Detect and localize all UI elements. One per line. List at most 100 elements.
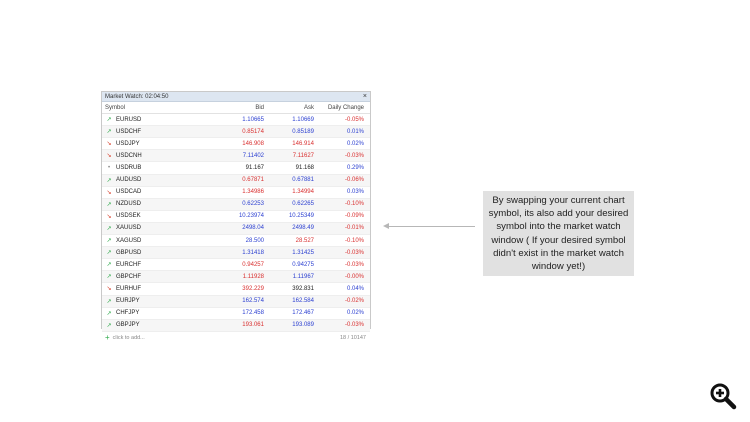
- symbol-row-xagusd[interactable]: ↗ XAGUSD 28.500 28.527 -0.10%: [102, 235, 370, 248]
- symbol-name: EURHUF: [116, 285, 141, 292]
- symbol-name: USDCHF: [116, 128, 141, 135]
- market-watch-title: Market Watch: 02:04:50: [105, 93, 169, 100]
- bid-value: 2498.04: [242, 225, 264, 232]
- column-daily-change[interactable]: Daily Change: [327, 104, 364, 111]
- arrow-up-icon: ↗: [106, 310, 112, 317]
- symbol-row-gbpchf[interactable]: ↗ GBPCHF 1.11928 1.11967 -0.00%: [102, 271, 370, 284]
- arrow-up-icon: ↗: [106, 225, 112, 232]
- arrow-up-icon: ↗: [106, 298, 112, 305]
- ask-value: 1.11967: [292, 273, 314, 280]
- callout-note: By swapping your current chart symbol, i…: [483, 191, 634, 276]
- bid-value: 1.34986: [242, 189, 264, 196]
- symbol-row-usdchf[interactable]: ↗ USDCHF 0.85174 0.85189 0.01%: [102, 126, 370, 139]
- arrow-down-icon: ↘: [106, 189, 112, 196]
- bid-value: 1.31418: [242, 249, 264, 256]
- arrow-up-icon: ↗: [106, 238, 112, 245]
- arrow-up-icon: ↗: [106, 274, 112, 281]
- close-icon[interactable]: ×: [362, 93, 367, 100]
- symbol-name: XAUUSD: [116, 225, 142, 232]
- symbol-row-xauusd[interactable]: ↗ XAUUSD 2498.04 2498.49 -0.01%: [102, 222, 370, 236]
- symbol-name: EURUSD: [116, 116, 142, 123]
- daily-change-value: 0.02%: [346, 140, 364, 147]
- column-bid[interactable]: Bid: [255, 104, 264, 111]
- bid-value: 91.167: [245, 165, 264, 172]
- arrow-up-icon: ↗: [106, 262, 112, 269]
- symbol-name: GBPJPY: [116, 322, 140, 329]
- arrow-up-icon: ↗: [106, 322, 112, 329]
- symbol-row-usdcnh[interactable]: ↘ USDCNH 7.11402 7.11627 -0.03%: [102, 150, 370, 163]
- symbol-row-nzdusd[interactable]: ↗ NZDUSD 0.62253 0.62265 -0.10%: [102, 198, 370, 211]
- add-symbol-button[interactable]: + click to add...: [105, 333, 145, 342]
- symbol-name: USDCAD: [116, 189, 142, 196]
- daily-change-value: -0.10%: [344, 237, 364, 244]
- bid-value: 0.62253: [242, 201, 264, 208]
- ask-value: 1.31425: [292, 249, 314, 256]
- dot-icon: •: [107, 165, 111, 172]
- symbol-name: USDCNH: [116, 152, 142, 159]
- symbol-row-usdsek[interactable]: ↘ USDSEK 10.23974 10.25349 -0.09%: [102, 211, 370, 223]
- daily-change-value: -0.09%: [344, 213, 364, 220]
- symbol-name: CHFJPY: [116, 310, 140, 317]
- daily-change-value: 0.01%: [346, 128, 364, 135]
- pointer-arrow-line: [387, 226, 475, 227]
- symbol-row-gbpjpy[interactable]: ↗ GBPJPY 193.061 193.089 -0.03%: [102, 319, 370, 332]
- symbol-name: EURJPY: [116, 298, 140, 305]
- arrow-down-icon: ↘: [106, 153, 112, 160]
- column-ask[interactable]: Ask: [303, 104, 314, 111]
- symbol-count: 18 / 10147: [340, 334, 366, 341]
- arrow-down-icon: ↘: [106, 213, 112, 220]
- symbol-row-gbpusd[interactable]: ↗ GBPUSD 1.31418 1.31425 -0.03%: [102, 247, 370, 260]
- ask-value: 1.10669: [292, 116, 314, 123]
- daily-change-value: -0.03%: [344, 152, 364, 159]
- bid-value: 172.458: [242, 310, 264, 317]
- ask-value: 28.527: [295, 237, 314, 244]
- symbol-row-eurhuf[interactable]: ↘ EURHUF 392.229 392.831 0.04%: [102, 283, 370, 296]
- symbol-name: XAGUSD: [116, 237, 142, 244]
- symbol-row-eurusd[interactable]: ↗ EURUSD 1.10665 1.10669 -0.05%: [102, 114, 370, 127]
- bid-value: 0.67871: [242, 177, 264, 184]
- daily-change-value: -0.05%: [344, 116, 364, 123]
- ask-value: 91.168: [295, 165, 314, 172]
- ask-value: 0.62265: [292, 201, 314, 208]
- ask-value: 0.85189: [292, 128, 314, 135]
- daily-change-value: -0.06%: [344, 177, 364, 184]
- daily-change-value: -0.03%: [344, 322, 364, 329]
- arrow-up-icon: ↗: [106, 201, 112, 208]
- daily-change-value: -0.02%: [344, 298, 364, 305]
- symbol-row-eurjpy[interactable]: ↗ EURJPY 162.574 162.584 -0.02%: [102, 295, 370, 308]
- symbol-name: GBPUSD: [116, 249, 142, 256]
- arrow-head-icon: [383, 223, 389, 229]
- arrow-up-icon: ↗: [106, 177, 112, 184]
- bid-value: 162.574: [242, 298, 264, 305]
- daily-change-value: -0.03%: [344, 261, 364, 268]
- symbol-name: USDRUB: [116, 165, 142, 172]
- ask-value: 7.11627: [292, 152, 314, 159]
- ask-value: 0.94275: [292, 261, 314, 268]
- ask-value: 392.831: [292, 285, 314, 292]
- arrow-down-icon: ↘: [106, 141, 112, 148]
- symbol-row-audusd[interactable]: ↗ AUDUSD 0.67871 0.67881 -0.06%: [102, 174, 370, 187]
- daily-change-value: 0.29%: [346, 165, 364, 172]
- ask-value: 162.584: [292, 298, 314, 305]
- daily-change-value: -0.00%: [344, 273, 364, 280]
- bid-value: 1.10665: [242, 116, 264, 123]
- arrow-up-icon: ↗: [106, 129, 112, 136]
- symbol-row-usdrub[interactable]: • USDRUB 91.167 91.168 0.29%: [102, 162, 370, 175]
- symbol-name: EURCHF: [116, 261, 141, 268]
- symbol-row-usdjpy[interactable]: ↘ USDJPY 146.908 146.914 0.02%: [102, 138, 370, 151]
- column-symbol[interactable]: Symbol: [105, 104, 126, 111]
- bid-value: 10.23974: [238, 213, 264, 220]
- bid-value: 0.94257: [242, 261, 264, 268]
- ask-value: 10.25349: [288, 213, 314, 220]
- bid-value: 7.11402: [242, 152, 264, 159]
- arrow-up-icon: ↗: [106, 117, 112, 124]
- symbol-row-eurchf[interactable]: ↗ EURCHF 0.94257 0.94275 -0.03%: [102, 259, 370, 272]
- add-symbol-label: click to add...: [112, 334, 145, 341]
- ask-value: 146.914: [292, 140, 314, 147]
- symbol-row-usdcad[interactable]: ↘ USDCAD 1.34986 1.34994 0.03%: [102, 187, 370, 199]
- ask-value: 2498.49: [292, 225, 314, 232]
- symbol-name: USDJPY: [116, 140, 140, 147]
- market-watch-window: Market Watch: 02:04:50 × Symbol Bid Ask …: [101, 91, 371, 342]
- zoom-in-icon[interactable]: [709, 382, 737, 410]
- symbol-row-chfjpy[interactable]: ↗ CHFJPY 172.458 172.467 0.02%: [102, 308, 370, 320]
